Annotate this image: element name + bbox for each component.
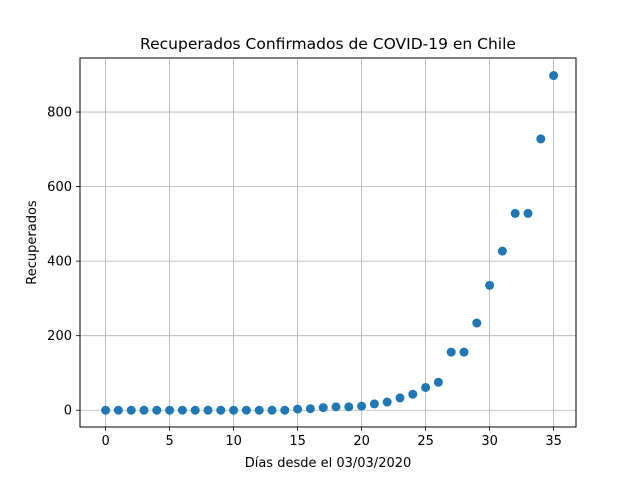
data-markers: [101, 71, 559, 415]
x-tick-label: 5: [165, 434, 173, 449]
data-point: [229, 405, 239, 415]
data-point: [305, 404, 315, 414]
data-point: [472, 318, 482, 328]
data-point: [190, 405, 200, 415]
data-point: [254, 405, 264, 415]
x-axis-label: Días desde el 03/03/2020: [245, 456, 412, 471]
data-point: [382, 397, 392, 407]
data-point: [177, 405, 187, 415]
data-point: [459, 347, 469, 357]
data-point: [113, 405, 123, 415]
data-point: [395, 393, 405, 403]
x-tick-label: 20: [353, 434, 370, 449]
y-axis-ticks: 0 200 400 600 800: [47, 106, 80, 419]
data-point: [433, 377, 443, 387]
x-tick-label: 10: [225, 434, 242, 449]
data-point: [318, 403, 328, 413]
data-point: [523, 208, 533, 218]
data-point: [280, 405, 290, 415]
x-tick-label: 15: [289, 434, 306, 449]
y-tick-label: 800: [47, 106, 72, 121]
data-point: [165, 405, 175, 415]
y-tick-label: 200: [47, 329, 72, 344]
data-point: [344, 402, 354, 412]
y-tick-label: 0: [64, 404, 72, 419]
y-tick-label: 600: [47, 180, 72, 195]
grid: [80, 58, 576, 427]
data-point: [293, 404, 303, 414]
data-point: [536, 134, 546, 144]
data-point: [446, 347, 456, 357]
data-point: [139, 405, 149, 415]
y-axis-label: Recuperados: [25, 200, 40, 285]
data-point: [152, 405, 162, 415]
x-axis-ticks: 0 5 10 15 20 25 30 35: [101, 427, 562, 449]
data-point: [101, 405, 111, 415]
chart-title: Recuperados Confirmados de COVID-19 en C…: [140, 35, 516, 53]
data-point: [510, 208, 520, 218]
data-point: [497, 246, 507, 256]
data-point: [331, 402, 341, 412]
data-point: [241, 405, 251, 415]
data-point: [216, 405, 226, 415]
y-tick-label: 400: [47, 255, 72, 270]
plot-frame: [79, 57, 577, 428]
data-point: [549, 71, 559, 81]
data-point: [126, 405, 136, 415]
x-tick-label: 35: [545, 434, 562, 449]
x-tick-label: 30: [481, 434, 498, 449]
x-tick-label: 25: [417, 434, 434, 449]
data-point: [421, 382, 431, 392]
data-point: [357, 401, 367, 411]
data-point: [408, 389, 418, 399]
data-point: [267, 405, 277, 415]
x-tick-label: 0: [101, 434, 109, 449]
data-point: [203, 405, 213, 415]
data-point: [485, 280, 495, 290]
data-point: [369, 399, 379, 409]
